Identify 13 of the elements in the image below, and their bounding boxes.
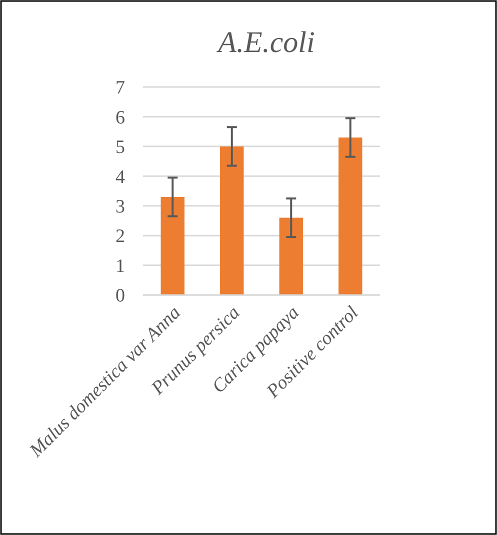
y-tick-label: 4 xyxy=(116,166,126,188)
y-tick-label: 6 xyxy=(116,107,125,128)
bar xyxy=(160,196,184,295)
y-tick-label: 5 xyxy=(116,137,125,158)
bar xyxy=(220,146,244,295)
bar xyxy=(338,138,362,295)
y-tick-label: 1 xyxy=(116,256,125,277)
y-tick-label: 2 xyxy=(116,226,125,248)
y-tick-label: 7 xyxy=(116,78,125,99)
bar xyxy=(279,218,303,295)
y-tick-label: 3 xyxy=(116,196,125,218)
y-tick-label: 0 xyxy=(116,286,125,307)
chart-title: A.E.coli xyxy=(216,26,315,59)
